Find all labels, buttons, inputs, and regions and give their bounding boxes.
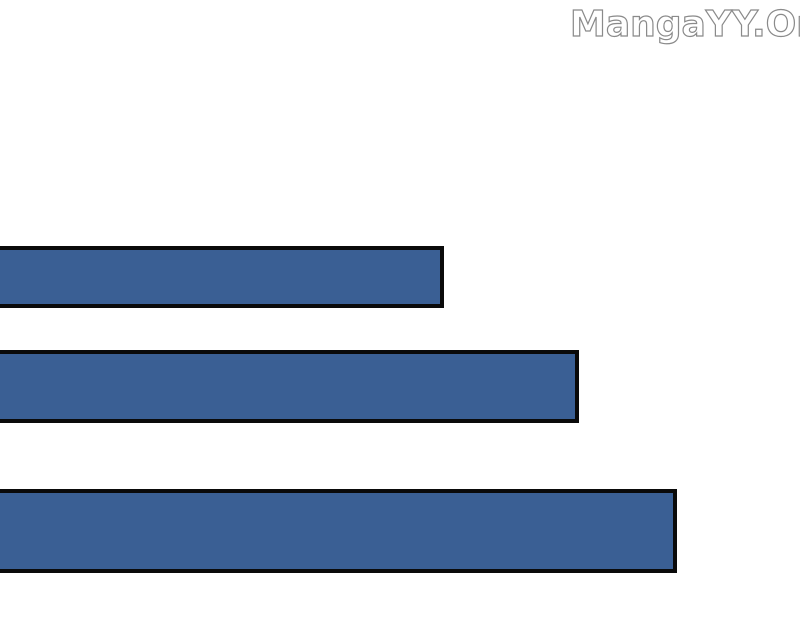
blue-bar-top xyxy=(0,246,444,308)
blue-bar-bottom xyxy=(0,489,677,573)
blue-bar-middle xyxy=(0,350,579,423)
watermark-logo: MangaYY.Org xyxy=(569,3,800,45)
